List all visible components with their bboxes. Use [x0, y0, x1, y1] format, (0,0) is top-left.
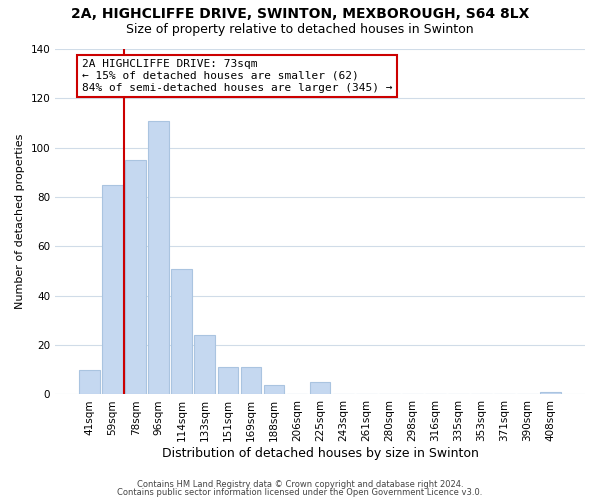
Bar [194, 335, 215, 394]
X-axis label: Distribution of detached houses by size in Swinton: Distribution of detached houses by size … [161, 447, 479, 460]
Bar [125, 160, 146, 394]
Text: Contains public sector information licensed under the Open Government Licence v3: Contains public sector information licen… [118, 488, 482, 497]
Y-axis label: Number of detached properties: Number of detached properties [15, 134, 25, 310]
Bar [540, 392, 561, 394]
Text: 2A, HIGHCLIFFE DRIVE, SWINTON, MEXBOROUGH, S64 8LX: 2A, HIGHCLIFFE DRIVE, SWINTON, MEXBOROUG… [71, 8, 529, 22]
Bar [148, 120, 169, 394]
Bar [310, 382, 331, 394]
Text: Size of property relative to detached houses in Swinton: Size of property relative to detached ho… [126, 22, 474, 36]
Text: Contains HM Land Registry data © Crown copyright and database right 2024.: Contains HM Land Registry data © Crown c… [137, 480, 463, 489]
Bar [79, 370, 100, 394]
Bar [241, 368, 262, 394]
Bar [102, 184, 123, 394]
Bar [172, 268, 192, 394]
Text: 2A HIGHCLIFFE DRIVE: 73sqm
← 15% of detached houses are smaller (62)
84% of semi: 2A HIGHCLIFFE DRIVE: 73sqm ← 15% of deta… [82, 60, 392, 92]
Bar [263, 384, 284, 394]
Bar [218, 368, 238, 394]
